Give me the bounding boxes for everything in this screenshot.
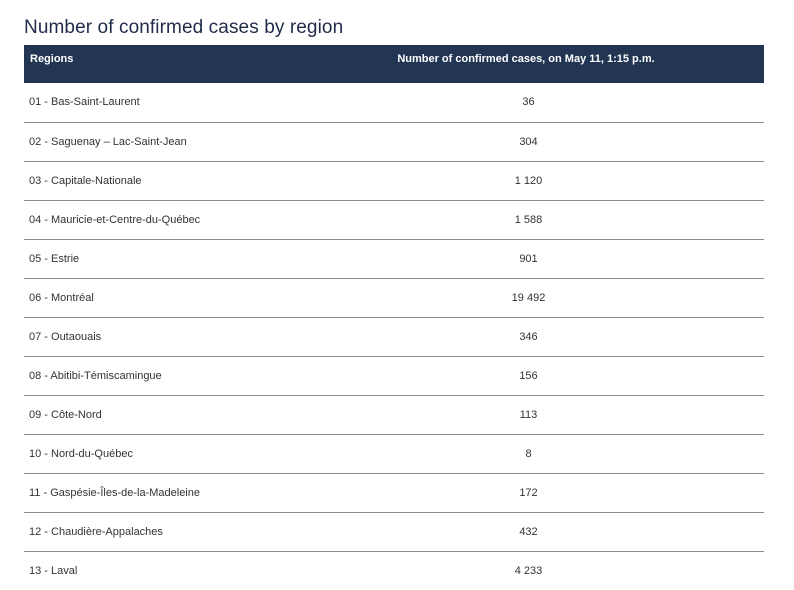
cases-cell: 156 [346, 356, 764, 396]
region-cell: 04 - Mauricie-et-Centre-du-Québec [24, 200, 346, 240]
cases-by-region-table: Regions Number of confirmed cases, on Ma… [24, 45, 764, 590]
cases-cell: 19 492 [346, 278, 764, 318]
cases-column-header: Number of confirmed cases, on May 11, 1:… [397, 53, 655, 65]
region-cell: 05 - Estrie [24, 239, 346, 279]
cases-table-container: Regions Number of confirmed cases, on Ma… [24, 45, 764, 590]
table-body: 01 - Bas-Saint-Laurent 36 02 - Saguenay – … [24, 83, 764, 590]
cases-cell: 8 [346, 434, 764, 474]
region-cell: 06 - Montréal [24, 278, 346, 318]
table-header-row: Regions Number of confirmed cases, on Ma… [24, 45, 764, 83]
cases-cell: 36 [346, 83, 764, 123]
table-row: 12 - Chaudière-Appalaches 432 [24, 512, 764, 552]
cases-cell: 346 [346, 317, 764, 357]
region-cell: 12 - Chaudière-Appalaches [24, 512, 346, 552]
table-row: 08 - Abitibi-Témiscamingue 156 [24, 356, 764, 396]
region-cell: 09 - Côte-Nord [24, 395, 346, 435]
table-row: 04 - Mauricie-et-Centre-du-Québec 1 588 [24, 200, 764, 240]
table-row: 03 - Capitale-Nationale 1 120 [24, 161, 764, 201]
region-cell: 08 - Abitibi-Témiscamingue [24, 356, 346, 396]
cases-cell: 901 [346, 239, 764, 279]
cases-cell: 113 [346, 395, 764, 435]
table-row: 11 - Gaspésie-Îles-de-la-Madeleine 172 [24, 473, 764, 513]
page-title: Number of confirmed cases by region [24, 17, 344, 38]
table-row: 01 - Bas-Saint-Laurent 36 [24, 83, 764, 123]
table-row: 13 - Laval 4 233 [24, 551, 764, 590]
table-row: 07 - Outaouais 346 [24, 317, 764, 357]
cases-cell: 1 120 [346, 161, 764, 201]
region-cell: 03 - Capitale-Nationale [24, 161, 346, 201]
region-cell: 13 - Laval [29, 564, 78, 577]
table-row: 05 - Estrie 901 [24, 239, 764, 279]
table-row: 02 - Saguenay – Lac-Saint-Jean 304 [24, 122, 764, 162]
region-cell: 01 - Bas-Saint-Laurent [24, 83, 346, 123]
region-cell: 07 - Outaouais [24, 317, 346, 357]
cases-cell: 304 [346, 122, 764, 162]
table-row: 09 - Côte-Nord 113 [24, 395, 764, 435]
cases-cell: 1 588 [346, 200, 764, 240]
table-row: 06 - Montréal 19 492 [24, 278, 764, 318]
regions-column-header: Regions [30, 53, 74, 65]
cases-cell: 172 [346, 473, 764, 513]
cases-cell: 4 233 [514, 564, 543, 577]
region-cell: 02 - Saguenay – Lac-Saint-Jean [24, 122, 346, 162]
cases-cell: 432 [346, 512, 764, 552]
region-cell: 10 - Nord-du-Québec [24, 434, 346, 474]
region-cell: 11 - Gaspésie-Îles-de-la-Madeleine [24, 473, 346, 513]
table-row: 10 - Nord-du-Québec 8 [24, 434, 764, 474]
table-header: Regions Number of confirmed cases, on Ma… [24, 45, 764, 83]
